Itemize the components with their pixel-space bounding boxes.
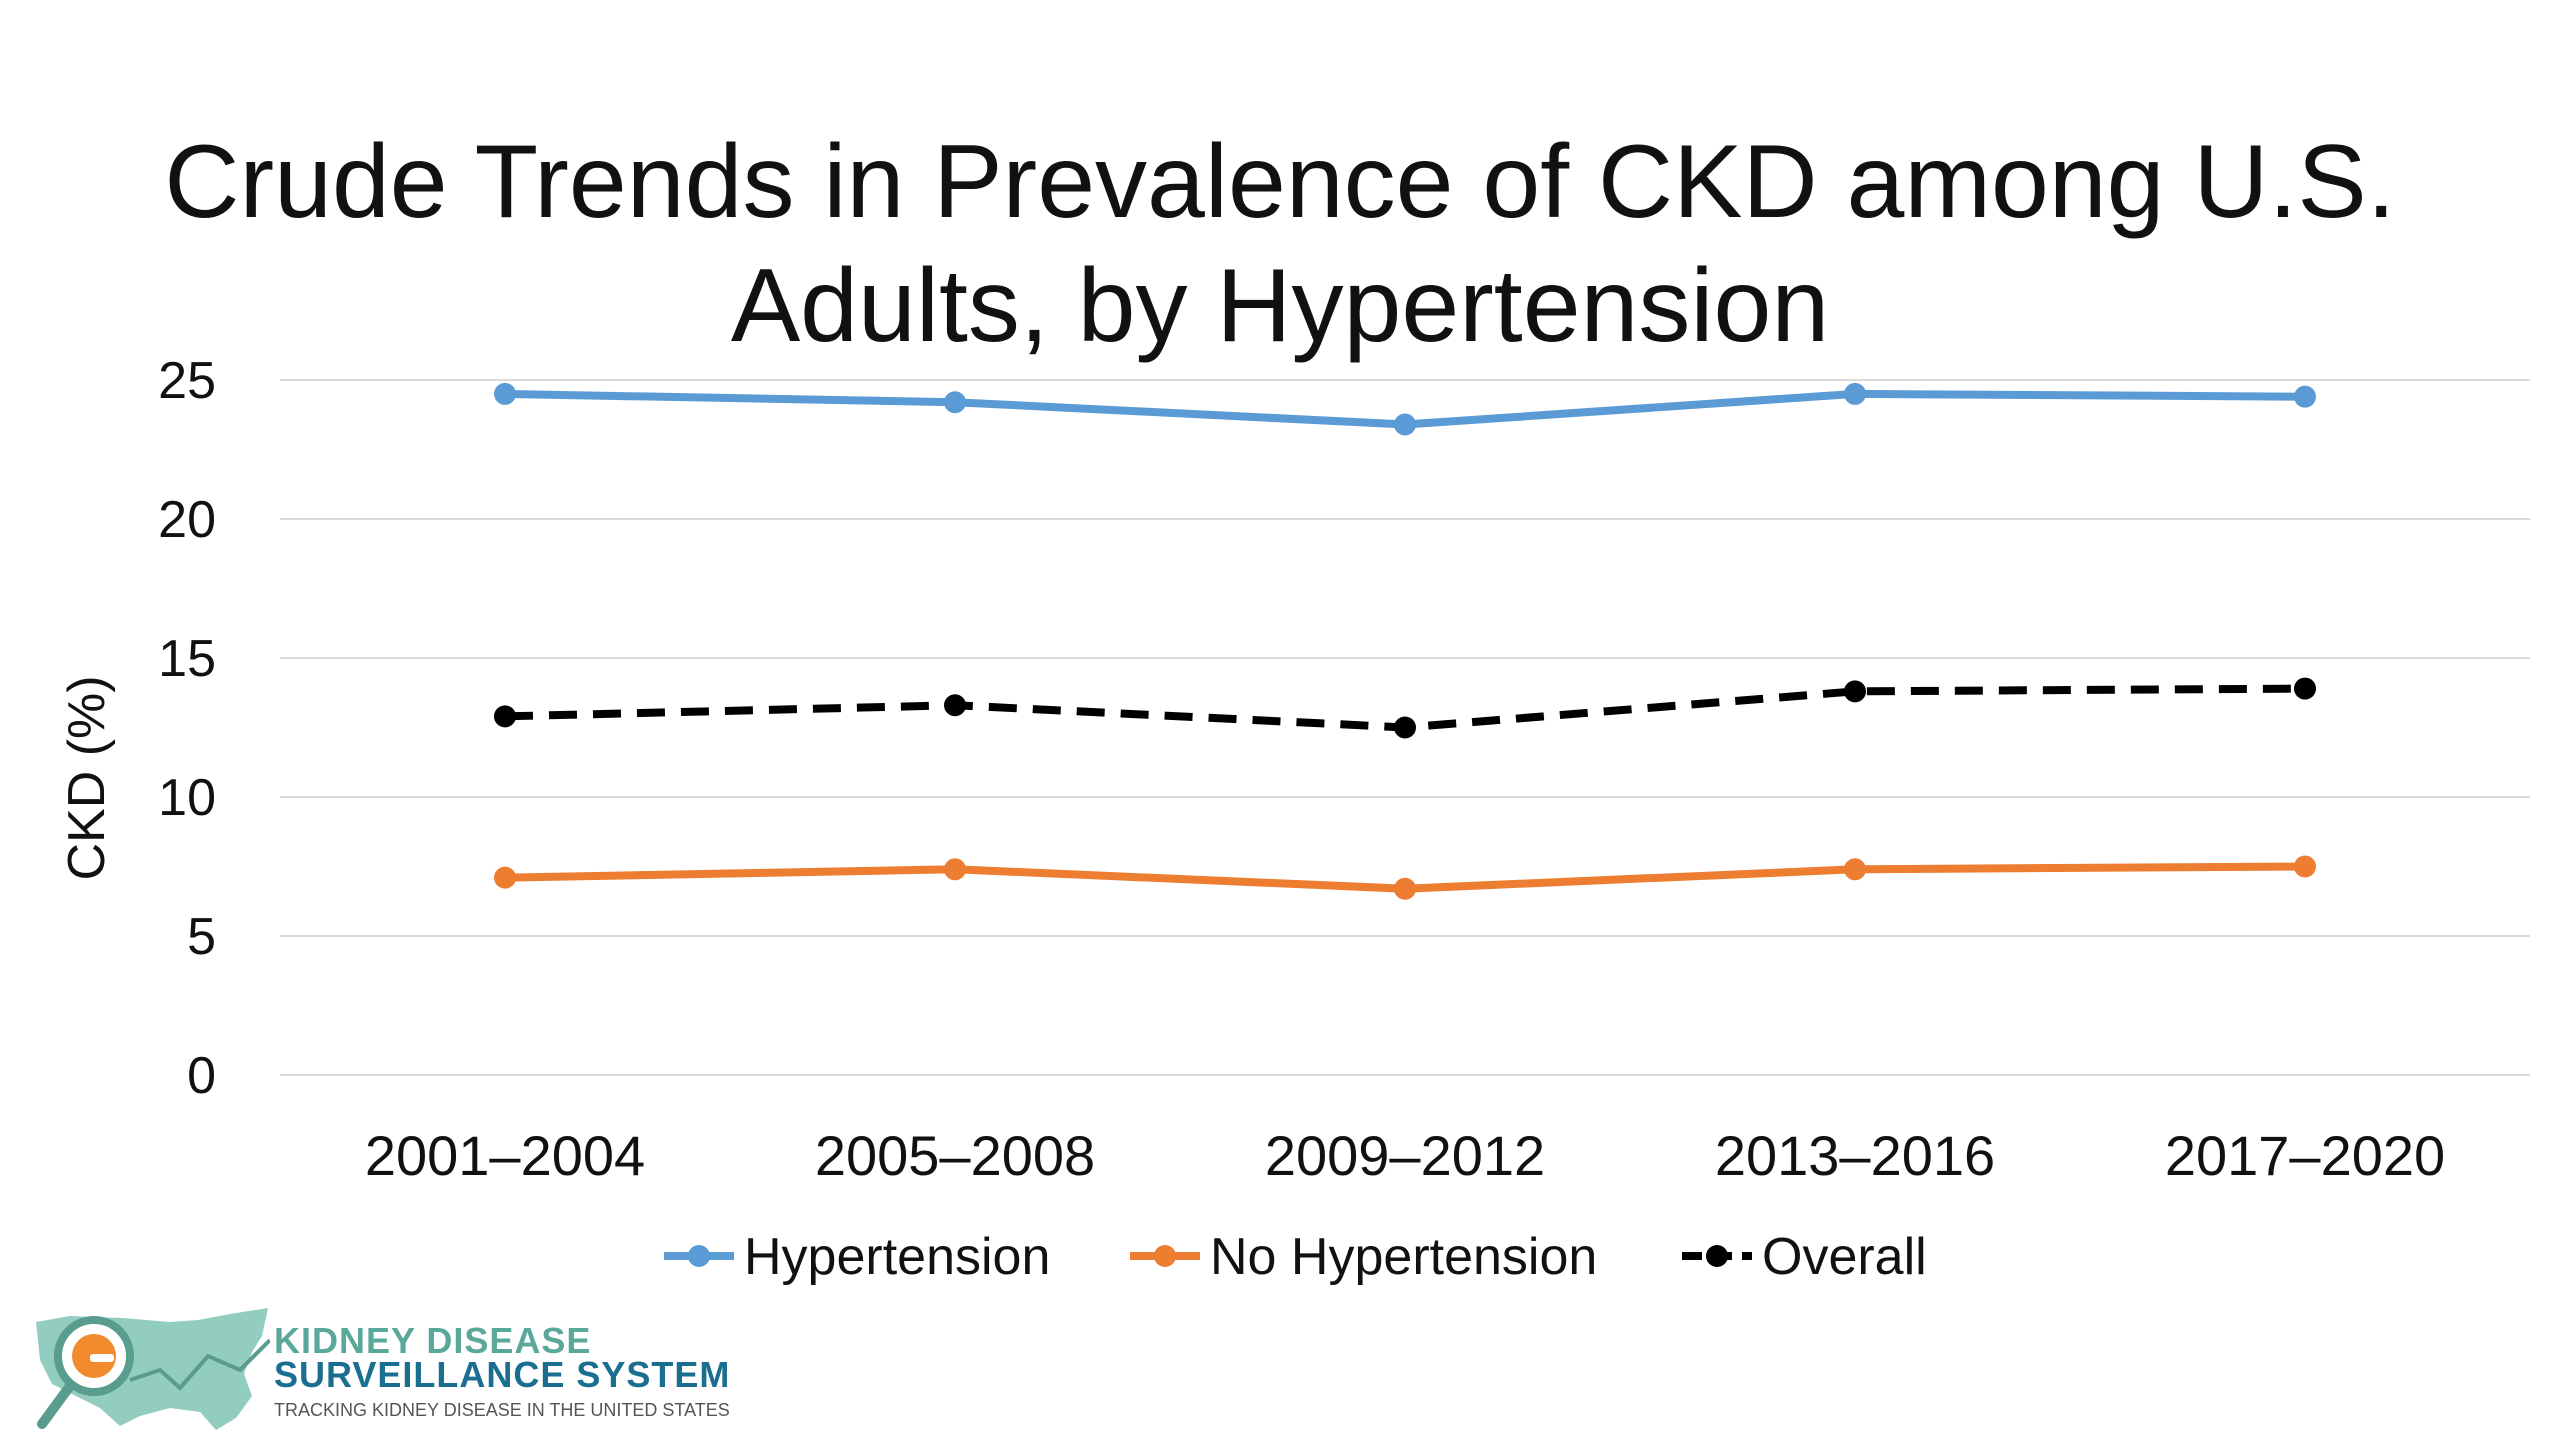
gridlines	[280, 379, 2530, 1076]
legend-item: Overall	[1682, 1228, 1927, 1286]
legend-item: Hypertension	[664, 1228, 1050, 1286]
legend-label: Overall	[1762, 1228, 1927, 1286]
chart-title: Crude Trends in Prevalence of CKD among …	[0, 120, 2560, 368]
x-tick-label: 2005–2008	[815, 1124, 1095, 1187]
series-no-hypertension	[494, 855, 2316, 900]
data-point	[2294, 385, 2316, 408]
y-tick-label: 5	[187, 908, 216, 966]
y-axis-ticks: 0 5 10 15 20 25	[158, 352, 216, 1105]
y-tick-label: 15	[158, 630, 216, 688]
data-point	[494, 705, 516, 728]
data-point	[944, 858, 966, 881]
logo-line-1: KIDNEY DISEASE	[274, 1320, 592, 1361]
logo-line-3: TRACKING KIDNEY DISEASE IN THE UNITED ST…	[274, 1400, 730, 1420]
logo-line-2: SURVEILLANCE SYSTEM	[274, 1354, 731, 1395]
chart-title-line-2: Adults, by Hypertension	[730, 247, 1830, 364]
y-axis-label: CKD (%)	[58, 675, 116, 880]
data-point	[494, 866, 516, 889]
data-point	[1844, 680, 1866, 703]
legend-label: Hypertension	[744, 1228, 1050, 1286]
data-point	[1394, 877, 1416, 900]
chart-title-line-1: Crude Trends in Prevalence of CKD among …	[164, 123, 2396, 240]
data-point	[944, 391, 966, 414]
data-point	[1844, 858, 1866, 881]
legend-marker	[1706, 1245, 1728, 1267]
y-tick-label: 25	[158, 352, 216, 410]
legend-marker	[688, 1245, 710, 1267]
us-map-magnifier-icon	[36, 1308, 270, 1430]
legend-marker	[1154, 1245, 1176, 1267]
x-tick-label: 2013–2016	[1715, 1124, 1995, 1187]
series-layer	[494, 382, 2316, 900]
series-hypertension	[494, 382, 2316, 436]
data-point	[2294, 677, 2316, 700]
legend-label: No Hypertension	[1210, 1228, 1597, 1286]
y-tick-label: 0	[187, 1047, 216, 1105]
x-tick-label: 2017–2020	[2165, 1124, 2445, 1187]
y-tick-label: 20	[158, 491, 216, 549]
data-point	[1394, 413, 1416, 436]
series-overall	[494, 677, 2316, 739]
x-tick-label: 2009–2012	[1265, 1124, 1545, 1187]
kidney-disease-surveillance-logo: KIDNEY DISEASE SURVEILLANCE SYSTEM TRACK…	[30, 1300, 750, 1440]
data-point	[944, 694, 966, 717]
data-point	[2294, 855, 2316, 878]
x-tick-label: 2001–2004	[365, 1124, 645, 1187]
legend-item: No Hypertension	[1130, 1228, 1597, 1286]
data-point	[494, 382, 516, 405]
data-point	[1394, 716, 1416, 739]
legend: Hypertension No Hypertension Overall	[664, 1228, 1927, 1286]
x-axis-ticks: 2001–2004 2005–2008 2009–2012 2013–2016 2017…	[365, 1124, 2445, 1187]
data-point	[1844, 382, 1866, 405]
y-tick-label: 10	[158, 769, 216, 827]
